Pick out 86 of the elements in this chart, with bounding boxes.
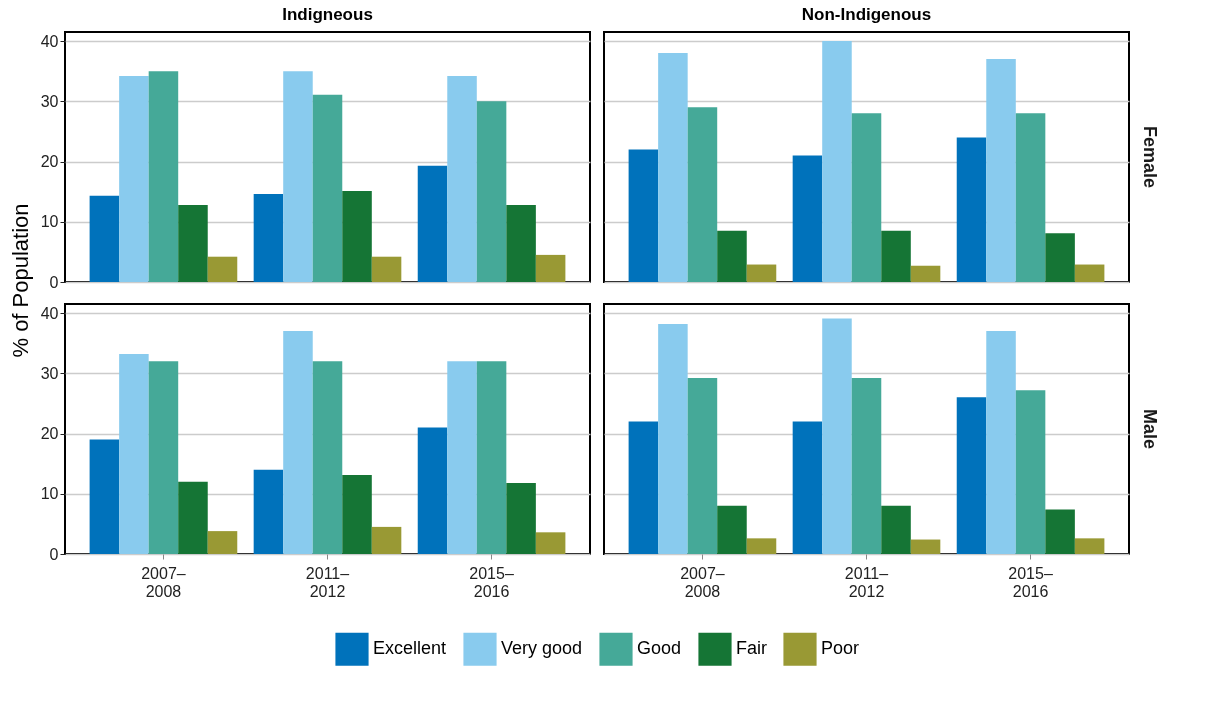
y-tick-label: 20 <box>40 153 59 171</box>
bar <box>687 107 718 282</box>
bar <box>1045 233 1075 282</box>
y-tick-label: 20 <box>40 425 59 443</box>
bar <box>1074 264 1105 282</box>
y2-axis-title: Male <box>1140 408 1160 450</box>
bar <box>178 481 208 554</box>
bar <box>1015 390 1046 554</box>
legend-label: Good <box>637 638 682 659</box>
bar <box>986 59 1016 282</box>
bar <box>253 469 284 554</box>
bar <box>1074 538 1105 554</box>
bar <box>881 505 911 554</box>
bar <box>658 323 688 554</box>
bar <box>283 71 313 282</box>
bar <box>1015 113 1046 282</box>
y-tick-label: 0 <box>49 273 59 291</box>
bar <box>881 230 911 282</box>
bar <box>312 361 343 554</box>
bar <box>956 137 987 282</box>
bar <box>253 194 284 282</box>
bar <box>178 204 208 282</box>
bar <box>746 264 777 282</box>
bar <box>628 421 659 554</box>
bar <box>746 538 777 554</box>
y-tick-label: 30 <box>40 364 59 382</box>
legend-label: Poor <box>821 638 860 659</box>
bar <box>1045 509 1075 554</box>
bar <box>535 532 566 554</box>
x-tick-label: 2011– 2012 <box>844 564 889 600</box>
bar <box>476 361 507 554</box>
bar <box>342 191 372 282</box>
y-tick-label: 40 <box>40 304 59 322</box>
bar <box>851 378 882 554</box>
bar <box>506 204 536 282</box>
bar <box>986 331 1016 554</box>
bar <box>447 75 477 282</box>
bar <box>89 439 120 554</box>
y2-axis-title: Female <box>1140 125 1160 189</box>
bar <box>851 113 882 282</box>
bar <box>447 361 477 554</box>
legend-label: Very good <box>501 638 583 659</box>
bar <box>417 427 448 554</box>
bar <box>506 482 536 554</box>
y-tick-label: 30 <box>40 92 59 110</box>
bar <box>910 265 941 282</box>
bar <box>910 539 941 554</box>
bar <box>148 361 179 554</box>
bar <box>956 397 987 554</box>
chart-title: Indigneous <box>282 5 373 24</box>
bar <box>476 101 507 282</box>
bar <box>792 155 823 282</box>
bar <box>148 71 179 282</box>
y-tick-label: 10 <box>40 485 59 503</box>
legend-label: Excellent <box>373 638 447 659</box>
bar <box>119 75 149 282</box>
bar <box>792 421 823 554</box>
y-tick-label: 10 <box>40 213 59 231</box>
bar <box>417 165 448 282</box>
bar <box>822 318 852 554</box>
bar <box>658 53 688 282</box>
bar <box>822 41 852 282</box>
bar <box>312 94 343 282</box>
x-tick-label: 2007– 2008 <box>680 564 725 600</box>
legend-label: Fair <box>736 638 767 659</box>
bar <box>207 531 238 554</box>
bar <box>89 195 120 282</box>
bar <box>717 230 747 282</box>
x-tick-label: 2007– 2008 <box>141 564 186 600</box>
x-tick-label: 2011– 2012 <box>305 564 350 600</box>
bar <box>207 256 238 282</box>
bar <box>371 256 402 282</box>
chart-title: Non-Indigenous <box>801 5 932 24</box>
x-tick-label: 2015– 2016 <box>469 564 514 600</box>
bar <box>119 354 149 554</box>
bar <box>283 331 313 554</box>
bar <box>371 526 402 554</box>
y-tick-label: 0 <box>49 545 59 563</box>
bar <box>535 254 566 282</box>
bar <box>687 378 718 554</box>
y-tick-label: 40 <box>40 32 59 50</box>
bar <box>342 475 372 554</box>
bar <box>628 149 659 282</box>
x-tick-label: 2015– 2016 <box>1008 564 1053 600</box>
bar <box>717 505 747 554</box>
y-axis-title: % of Population <box>8 203 34 358</box>
